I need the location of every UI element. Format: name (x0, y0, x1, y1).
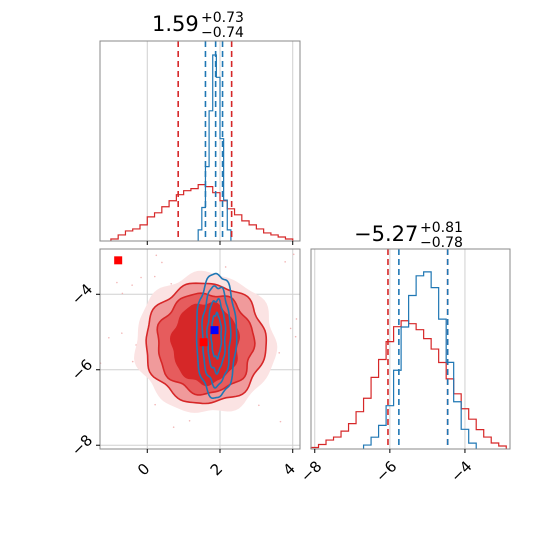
sample-point (155, 254, 158, 257)
tick-label-y-2: −4 (68, 280, 96, 308)
sample-point (172, 426, 175, 428)
sample-point (279, 420, 282, 423)
sample-point (188, 419, 191, 422)
tick-label-1: −6 (372, 457, 400, 485)
panel-background (311, 249, 510, 449)
marker-red-center (199, 338, 208, 347)
sample-point (153, 275, 156, 278)
contour-blue-level-1 (201, 285, 232, 389)
sample-point (154, 403, 156, 406)
contour-blue-level-2 (205, 297, 227, 375)
panel-background (100, 41, 300, 241)
tick-label-y-1: −6 (68, 356, 96, 384)
tick-label-x-1: 2 (207, 460, 226, 479)
histogram-blue-param-1 (197, 54, 232, 241)
title-param-1-minus: −0.74 (201, 25, 244, 41)
contour-blue-level-0 (195, 272, 238, 399)
histogram-parameter-2: −8 −6 −4 (297, 248, 511, 486)
sample-point (295, 318, 298, 320)
sample-point (116, 281, 118, 284)
contour-blue-level-3 (210, 311, 223, 360)
sample-point (161, 261, 163, 264)
tick-label-x-2: 4 (279, 460, 298, 479)
title-param-2-value: −5.27 (354, 222, 418, 246)
tick-label-x-0: 0 (134, 460, 153, 479)
panel-frame (310, 248, 511, 450)
sample-point (224, 266, 227, 268)
sample-point (108, 336, 110, 339)
sample-point (121, 332, 123, 334)
scatter-contour-panel: 0 2 4 −8 −6 −4 (68, 248, 301, 479)
title-param-2-plus: +0.81 (420, 220, 463, 236)
sample-point (294, 335, 297, 338)
sample-point (170, 282, 173, 285)
sample-point (258, 404, 260, 407)
tick-label-y-0: −8 (68, 431, 96, 459)
marker-blue-center (210, 326, 219, 335)
tick-label-2: −4 (447, 457, 475, 485)
sample-point (292, 253, 295, 256)
sample-point (289, 327, 292, 330)
histogram-parameter-1 (99, 40, 301, 245)
sample-point (284, 261, 286, 263)
panel-frame (99, 40, 301, 242)
histogram-blue-param-2 (362, 271, 477, 449)
histogram-red-param-1 (110, 184, 294, 241)
panel-frame (99, 248, 301, 450)
title-param-1-plus: +0.73 (201, 10, 244, 26)
tick-label-0: −8 (297, 457, 325, 485)
sample-point (131, 284, 133, 286)
sample-point (121, 292, 124, 295)
title-param-2-minus: −0.78 (420, 235, 463, 251)
sample-point (278, 352, 281, 354)
marker-red-truth (114, 256, 123, 265)
sample-point (131, 360, 134, 363)
sample-point (140, 276, 142, 279)
title-param-1-value: 1.59 (152, 12, 199, 36)
